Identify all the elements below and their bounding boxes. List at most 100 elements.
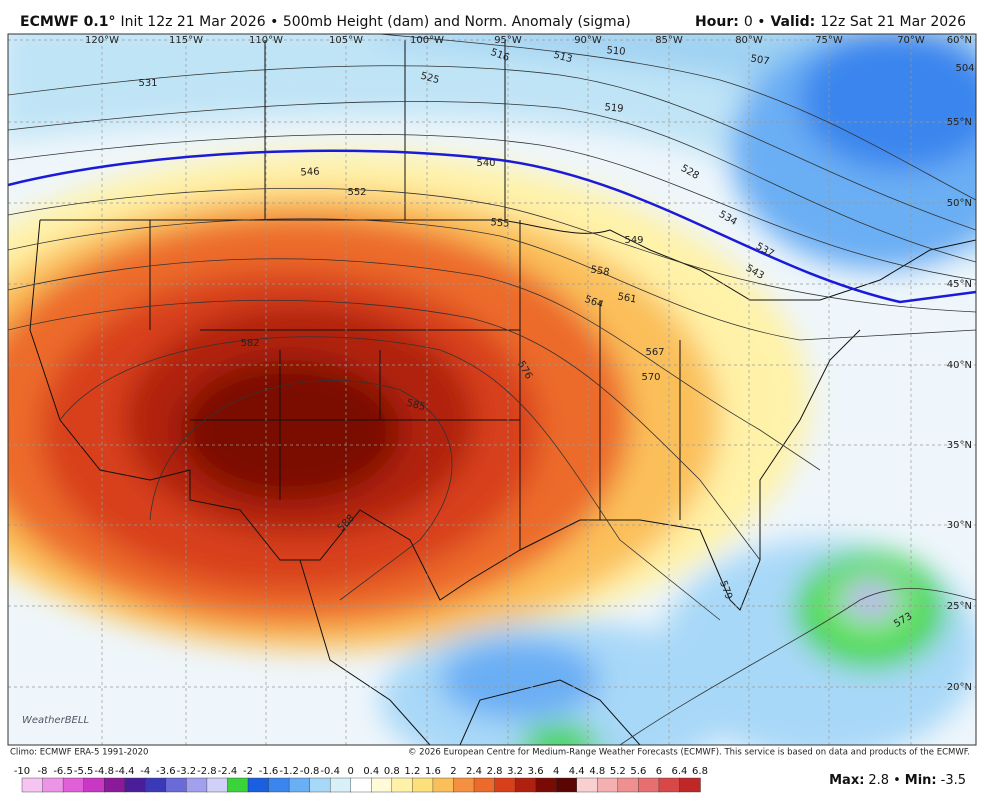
copyright: © 2026 European Centre for Medium-Range … xyxy=(408,748,970,758)
contour-label: 525 xyxy=(419,71,440,87)
colorbar-label: -5.5 xyxy=(74,766,94,777)
longitude-label: 110°W xyxy=(249,35,283,46)
colorbar-swatch xyxy=(247,777,270,793)
contour-label: 510 xyxy=(606,45,626,58)
longitude-label: 75°W xyxy=(815,35,843,46)
contour-label: 531 xyxy=(138,78,157,89)
colorbar-label: -6.5 xyxy=(53,766,73,777)
colorbar-label: 0.8 xyxy=(384,766,400,777)
max-min: Max: 2.8 • Min: -3.5 xyxy=(829,773,966,788)
longitude-label: 115°W xyxy=(169,35,203,46)
colorbar-swatch xyxy=(473,777,496,793)
colorbar-label: 4.8 xyxy=(589,766,605,777)
colorbar-swatch xyxy=(62,777,85,793)
stat-segment: 2.8 xyxy=(868,773,889,788)
colorbar-swatch xyxy=(206,777,229,793)
colorbar-label: 6.4 xyxy=(672,766,688,777)
colorbar-swatch xyxy=(371,777,393,793)
header-segment: Hour: xyxy=(695,14,739,30)
colorbar-label: -8 xyxy=(38,766,48,777)
colorbar-label: 4 xyxy=(553,766,559,777)
colorbar-label: -0.8 xyxy=(300,766,320,777)
longitude-label: 95°W xyxy=(494,35,522,46)
longitude-label: 70°W xyxy=(897,35,925,46)
contour-label: 507 xyxy=(750,53,771,67)
colorbar-label: 3.2 xyxy=(507,766,523,777)
header-segment: Init 12z 21 Mar 2026 • 500mb Height (dam… xyxy=(120,14,630,30)
contour-label: 558 xyxy=(590,264,611,278)
colorbar-swatch xyxy=(535,777,557,793)
stat-segment: -3.5 xyxy=(941,773,966,788)
contour-label: 549 xyxy=(624,235,643,246)
colorbar-swatch xyxy=(576,777,598,793)
colorbar-swatch xyxy=(83,777,105,793)
colorbar-label: 1.6 xyxy=(425,766,441,777)
colorbar: -10 -8 -6.5 -5.5 -4.8 -4.4 -4 -3.6 -3.2 -2.8 -2.4-… xyxy=(14,766,708,793)
colorbar-swatch xyxy=(432,777,455,793)
colorbar-label: 0.4 xyxy=(363,766,379,777)
colorbar-label: 0 xyxy=(348,766,354,777)
header-right: Hour: 0 • Valid: 12z Sat 21 Mar 2026 xyxy=(695,14,966,30)
colorbar-label: -1.2 xyxy=(279,766,299,777)
contour-label: 540 xyxy=(476,158,495,169)
contour-label: 519 xyxy=(604,102,624,115)
colorbar-label: 6.8 xyxy=(692,766,708,777)
longitude-label: 100°W xyxy=(410,35,444,46)
contour-label: 555 xyxy=(490,217,510,230)
colorbar-swatch xyxy=(329,777,352,793)
colorbar-label: 2.4 xyxy=(466,766,482,777)
contour-label: 561 xyxy=(617,291,638,305)
colorbar-swatch xyxy=(288,777,311,793)
colorbar-label: -2.8 xyxy=(197,766,217,777)
colorbar-label: 3.6 xyxy=(528,766,544,777)
colorbar-swatch xyxy=(103,777,126,793)
longitude-label: 105°W xyxy=(329,35,363,46)
colorbar-swatch xyxy=(412,777,434,793)
latitude-label: 50°N xyxy=(947,198,972,209)
longitude-label: 120°W xyxy=(85,35,119,46)
latitude-label: 60°N xyxy=(947,35,972,46)
colorbar-label: -3.2 xyxy=(177,766,197,777)
height-contours xyxy=(8,34,976,745)
colorbar-label: -2.4 xyxy=(218,766,238,777)
colorbar-swatch xyxy=(679,777,701,793)
colorbar-swatch xyxy=(309,777,331,793)
stat-segment: Max: xyxy=(829,773,864,788)
colorbar-swatch xyxy=(124,777,146,793)
colorbar-label: -1.6 xyxy=(259,766,279,777)
colorbar-swatch xyxy=(227,777,249,793)
longitude-label: 80°W xyxy=(735,35,763,46)
colorbar-label: -4.8 xyxy=(94,766,114,777)
logo: WeatherBELL xyxy=(22,715,89,726)
colorbar-swatch xyxy=(42,777,64,793)
contour-label: 513 xyxy=(552,50,573,66)
graticule xyxy=(8,34,976,745)
colorbar-swatch xyxy=(391,777,414,793)
colorbar-swatch xyxy=(268,777,290,793)
colorbar-label: 2 xyxy=(450,766,456,777)
colorbar-swatch xyxy=(186,777,208,793)
latitude-label: 35°N xyxy=(947,440,972,451)
colorbar-label: -4 xyxy=(140,766,150,777)
map-frame xyxy=(7,33,977,746)
colorbar-swatch xyxy=(21,777,44,793)
longitude-label: 90°W xyxy=(574,35,602,46)
colorbar-swatch xyxy=(638,777,660,793)
contour-540 xyxy=(8,149,976,304)
latitude-label: 20°N xyxy=(947,682,972,693)
colorbar-swatch xyxy=(617,777,640,793)
colorbar-label: -4.4 xyxy=(115,766,135,777)
stat-segment: • xyxy=(893,773,901,788)
colorbar-label: 5.2 xyxy=(610,766,626,777)
contour-label: 504 xyxy=(955,63,974,74)
latitude-label: 55°N xyxy=(947,117,972,128)
contour-label: 567 xyxy=(645,347,664,358)
latitude-label: 25°N xyxy=(947,601,972,612)
colorbar-swatch xyxy=(658,777,681,793)
latitude-label: 45°N xyxy=(947,279,972,290)
contour-label: 582 xyxy=(240,338,259,349)
climo-note: Climo: ECMWF ERA-5 1991-2020 xyxy=(10,748,148,758)
longitude-label: 85°W xyxy=(655,35,683,46)
colorbar-swatch xyxy=(494,777,516,793)
colorbar-label: 1.2 xyxy=(404,766,420,777)
